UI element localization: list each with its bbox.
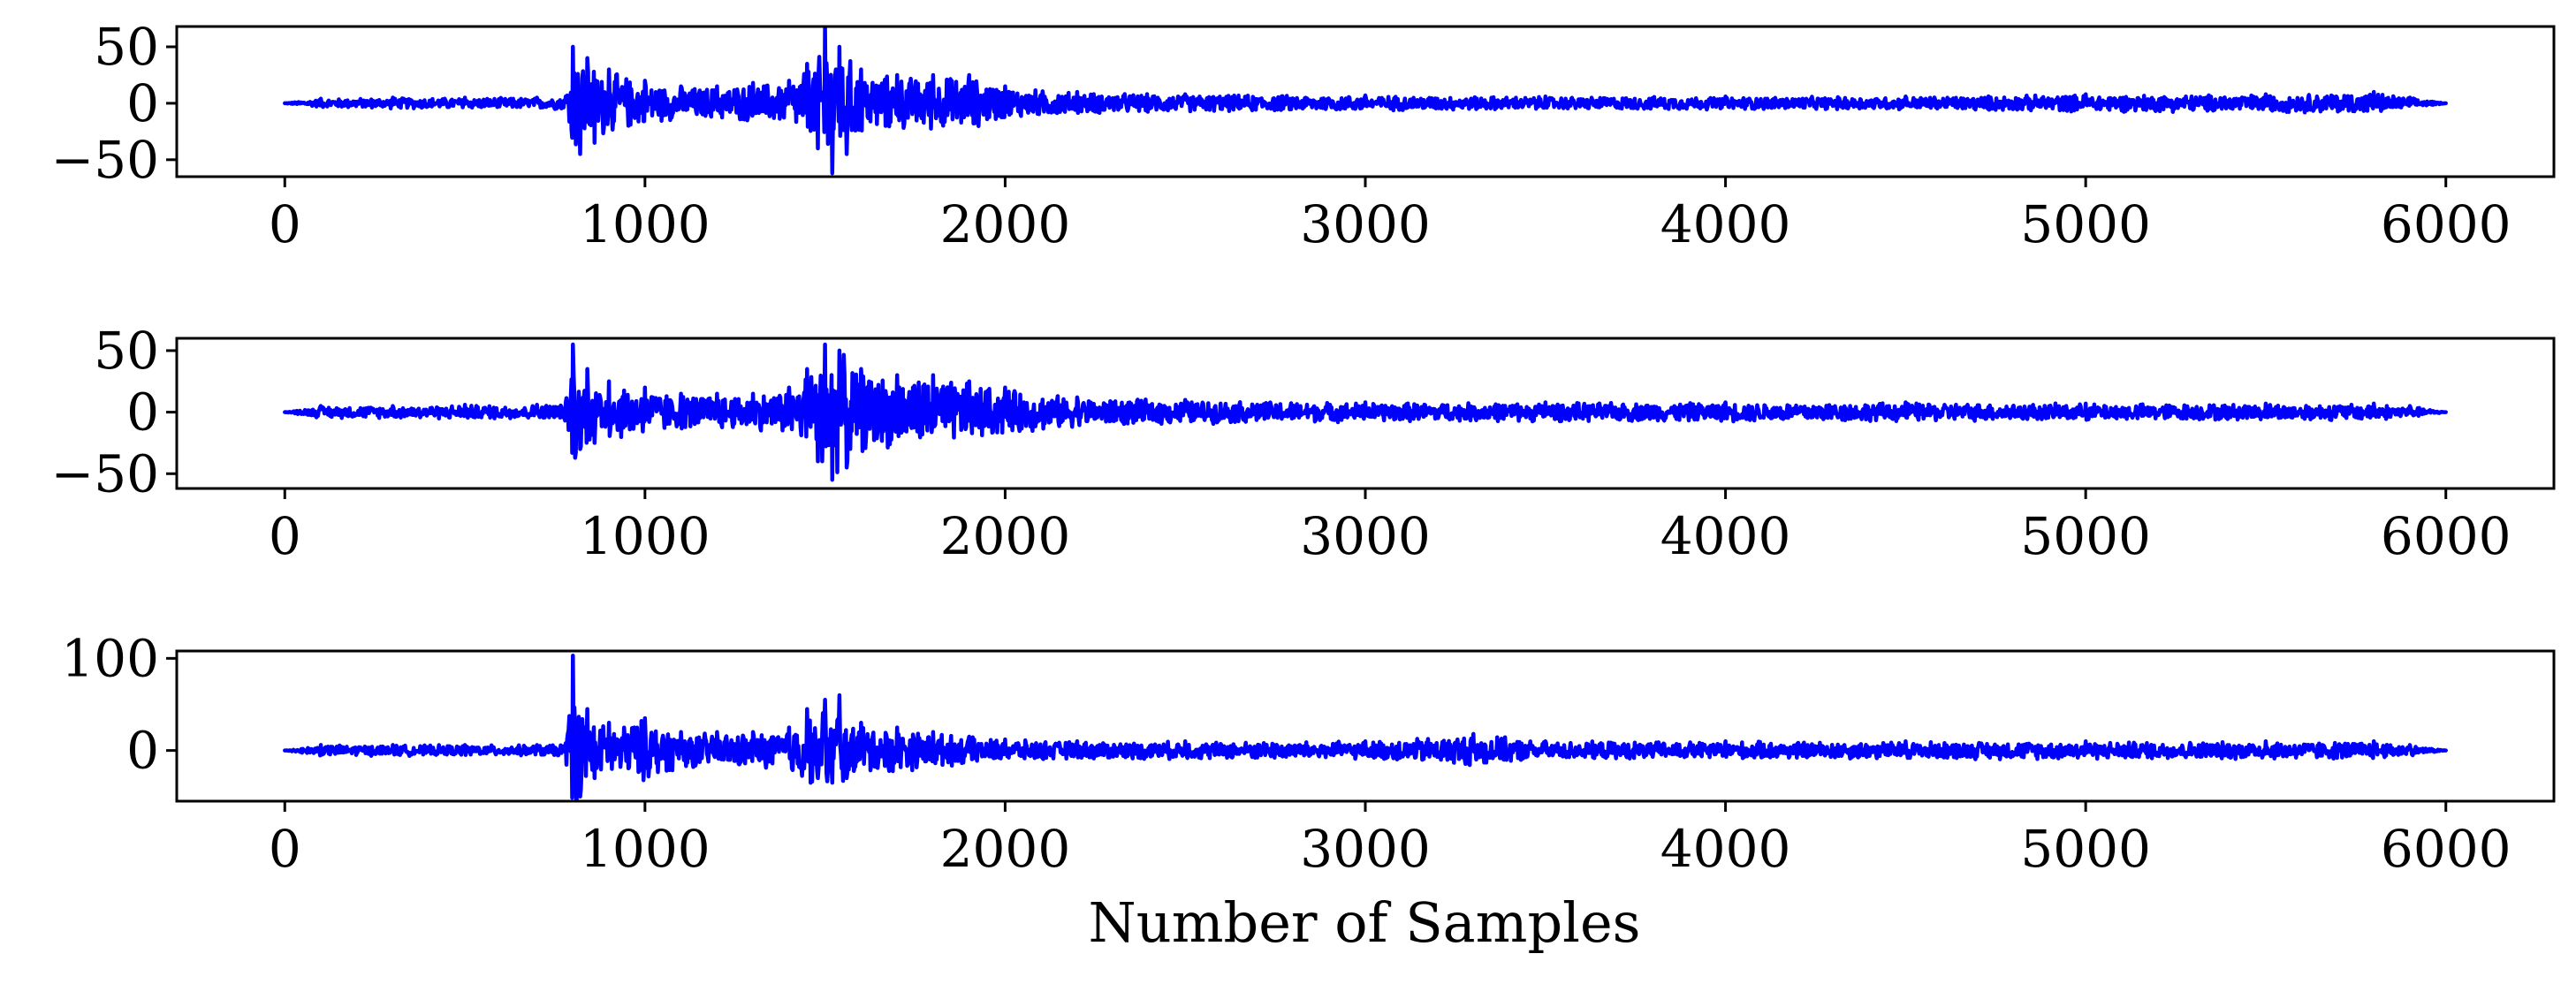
x-tick-label: 1000 (580, 506, 710, 566)
x-tick-label: 0 (269, 819, 301, 879)
y-tick-label: −50 (51, 130, 159, 190)
x-tick-label: 3000 (1300, 819, 1431, 879)
x-tick-label: 6000 (2381, 506, 2511, 566)
x-tick-label: 6000 (2381, 194, 2511, 254)
x-tick-label: 1000 (580, 819, 710, 879)
x-tick-label: 0 (269, 506, 301, 566)
y-tick-label: 100 (61, 628, 159, 688)
x-tick-label: 6000 (2381, 819, 2511, 879)
x-tick-label: 5000 (2020, 194, 2151, 254)
x-tick-label: 3000 (1300, 506, 1431, 566)
y-tick-label: 0 (126, 382, 159, 443)
x-tick-label: 4000 (1660, 819, 1791, 879)
y-tick-label: −50 (51, 443, 159, 503)
waveform-trace (283, 653, 2448, 801)
waveform-trace (283, 342, 2448, 482)
x-tick-label: 4000 (1660, 506, 1791, 566)
x-tick-label: 1000 (580, 194, 710, 254)
y-tick-label: 50 (94, 321, 159, 381)
x-tick-label: 2000 (940, 819, 1071, 879)
x-axis-label: Number of Samples (1089, 890, 1641, 955)
x-tick-label: 0 (269, 194, 301, 254)
y-tick-label: 0 (126, 721, 159, 781)
x-tick-label: 5000 (2020, 506, 2151, 566)
x-tick-label: 5000 (2020, 819, 2151, 879)
y-tick-label: 50 (94, 17, 159, 77)
waveform-trace (283, 26, 2448, 176)
x-tick-label: 2000 (940, 194, 1071, 254)
y-tick-label: 0 (126, 73, 159, 133)
x-tick-label: 4000 (1660, 194, 1791, 254)
x-tick-label: 3000 (1300, 194, 1431, 254)
x-tick-label: 2000 (940, 506, 1071, 566)
